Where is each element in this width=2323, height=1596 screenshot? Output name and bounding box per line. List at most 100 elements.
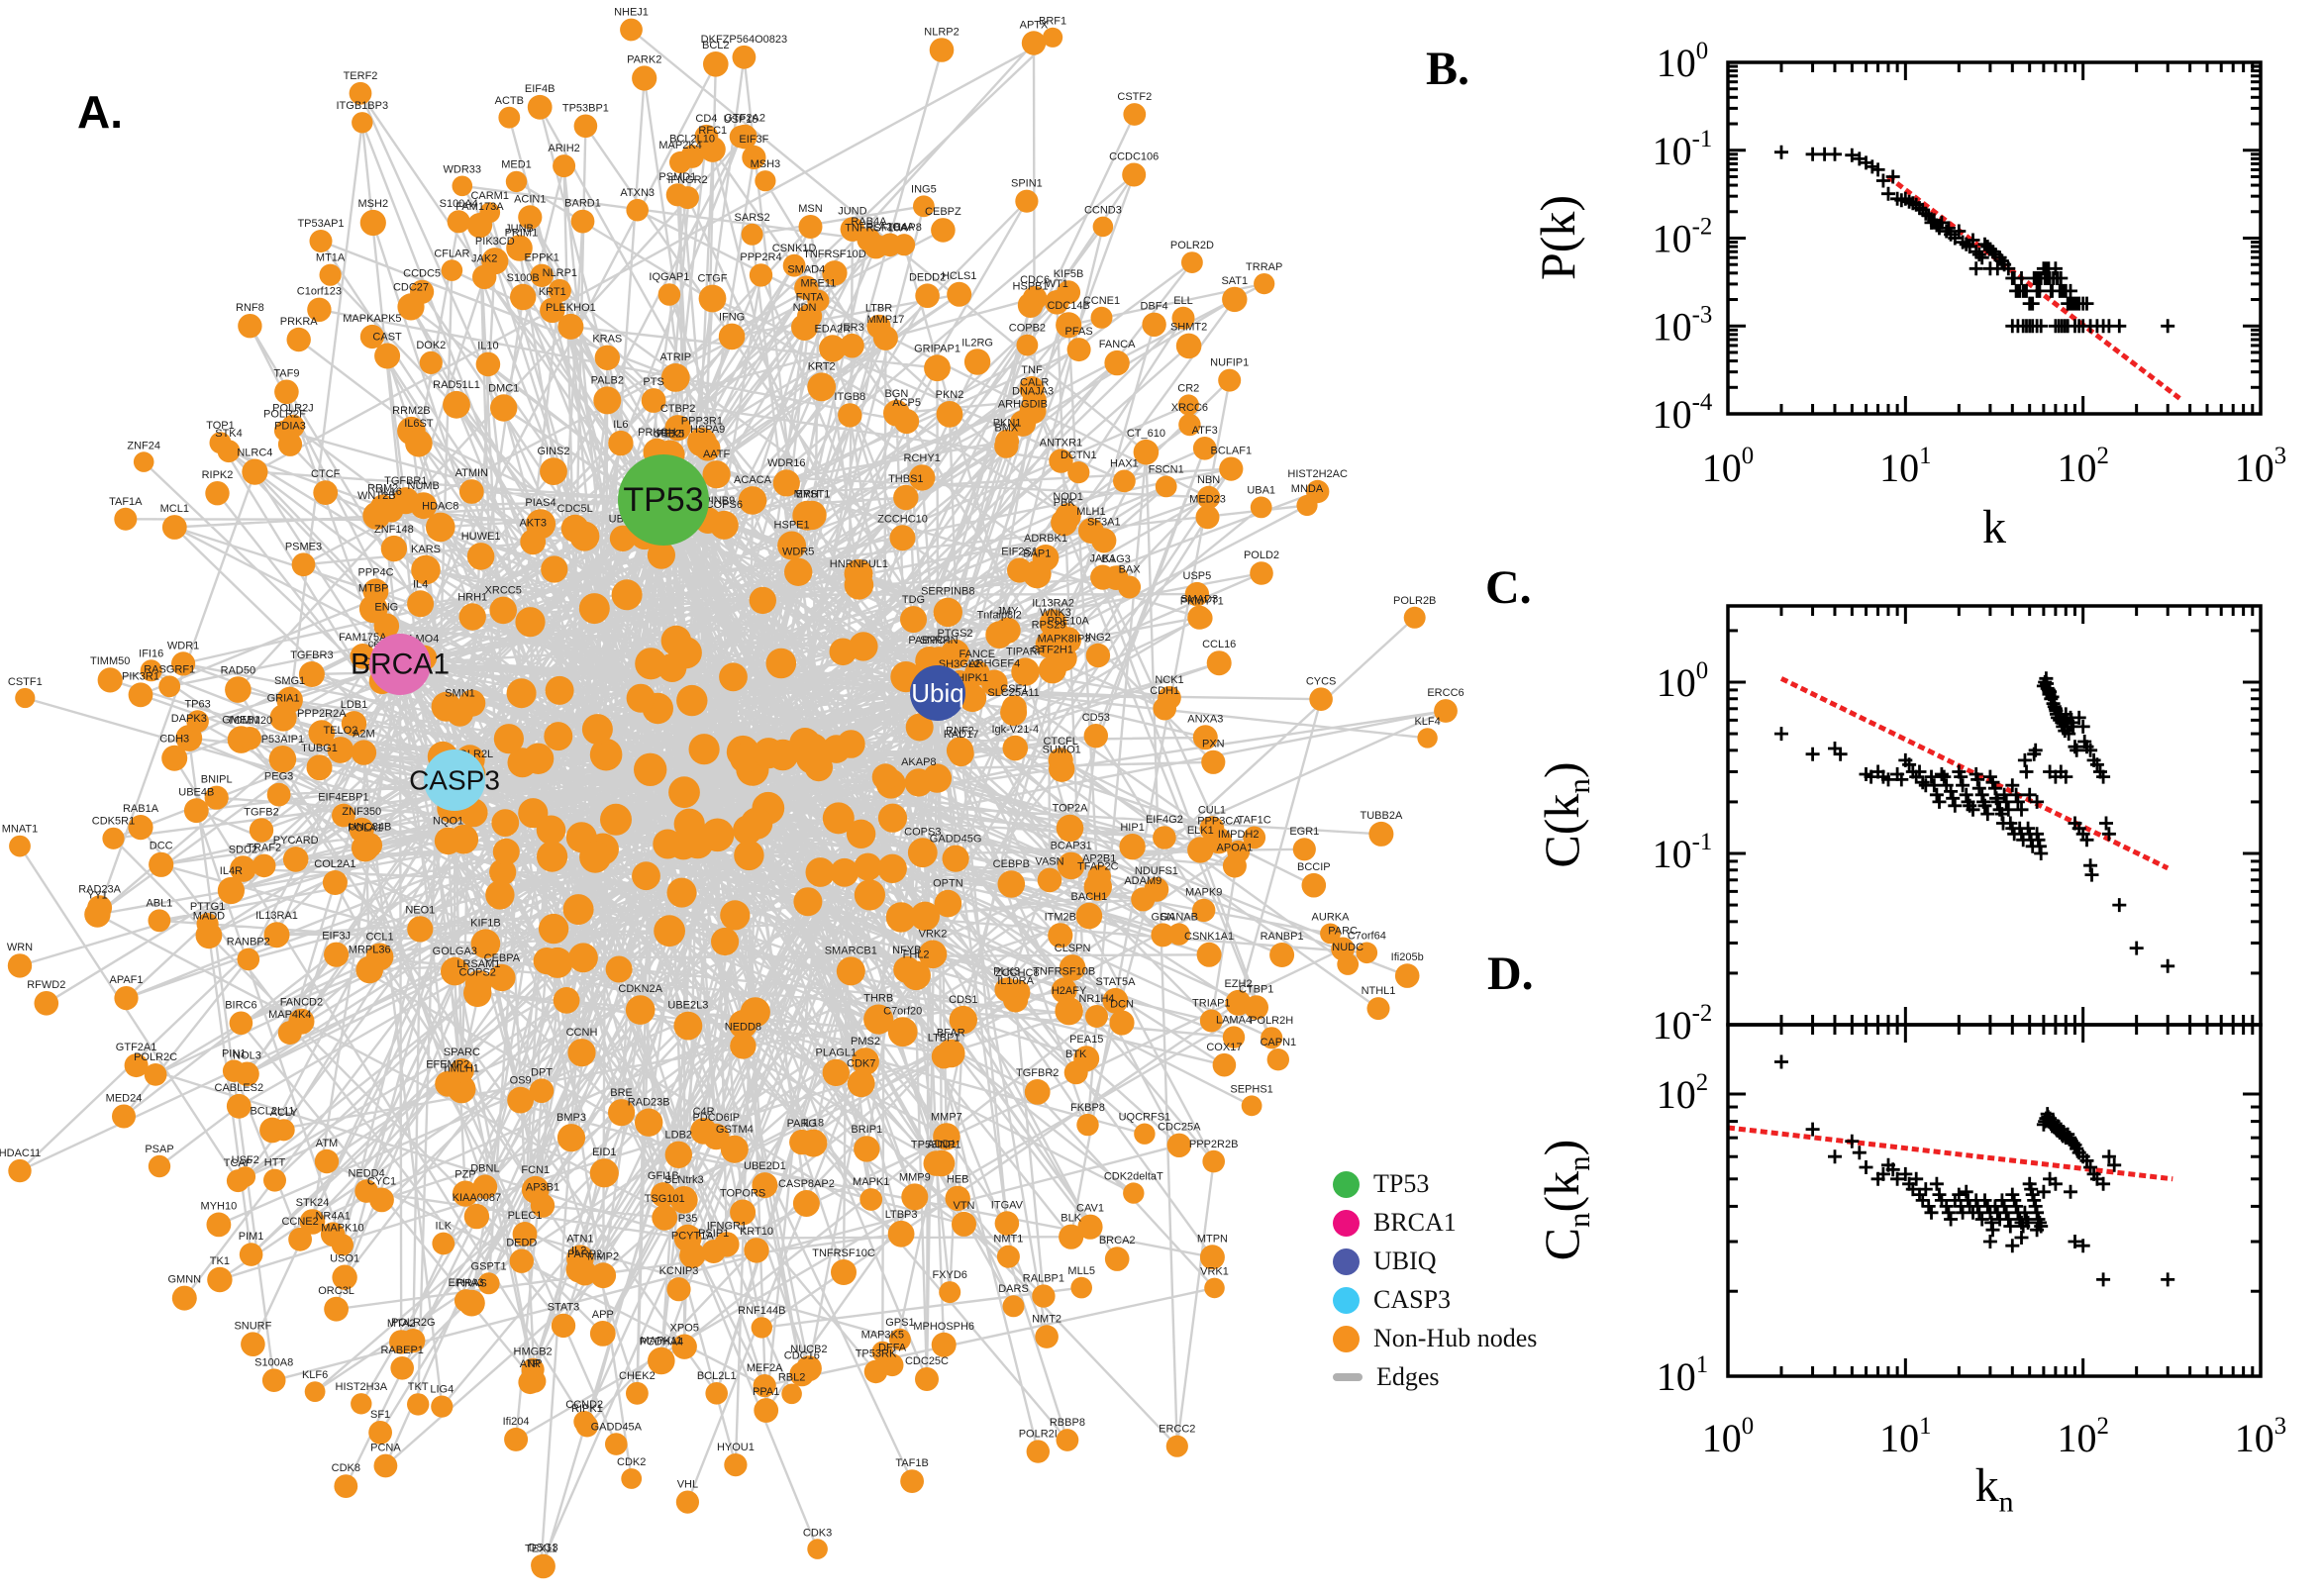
svg-text:CDK7: CDK7: [847, 1057, 875, 1069]
svg-text:MSH3: MSH3: [751, 158, 781, 170]
svg-text:10-1: 10-1: [1653, 126, 1713, 173]
svg-text:Ifi205b: Ifi205b: [1391, 951, 1424, 963]
svg-text:MAPK9: MAPK9: [1185, 887, 1222, 899]
svg-text:ZCCHC8: ZCCHC8: [995, 967, 1040, 979]
svg-text:BAP1: BAP1: [1023, 549, 1051, 560]
svg-text:PPP2R2B: PPP2R2B: [1189, 1139, 1239, 1150]
svg-text:FKBP8: FKBP8: [1070, 1102, 1105, 1114]
svg-text:PARK2: PARK2: [627, 53, 661, 65]
svg-text:101: 101: [1879, 1413, 1931, 1460]
svg-text:TNFRSF10A: TNFRSF10A: [845, 223, 908, 235]
svg-text:TIMM50: TIMM50: [90, 655, 130, 667]
svg-text:P53AIP1: P53AIP1: [261, 734, 304, 746]
svg-text:TAF1B: TAF1B: [895, 1457, 928, 1469]
svg-text:HIST2H2AC: HIST2H2AC: [1287, 468, 1348, 480]
svg-text:EIF4G2: EIF4G2: [1146, 814, 1183, 826]
svg-text:MAP2K4: MAP2K4: [658, 140, 701, 151]
svg-text:CDC6: CDC6: [1020, 274, 1050, 286]
svg-text:IL6: IL6: [613, 419, 628, 431]
svg-text:PDIA3: PDIA3: [274, 421, 306, 433]
svg-text:CHEK2: CHEK2: [619, 1370, 656, 1382]
svg-text:HSPE1: HSPE1: [774, 520, 810, 532]
svg-text:SH3GL2: SH3GL2: [939, 658, 980, 670]
svg-text:TP53AP1: TP53AP1: [297, 218, 344, 230]
svg-text:MTA2: MTA2: [387, 1318, 416, 1330]
svg-text:IFI16: IFI16: [139, 648, 163, 659]
svg-text:CLSPN: CLSPN: [1055, 943, 1091, 954]
svg-text:BCL2L10: BCL2L10: [669, 133, 715, 145]
svg-text:TP63: TP63: [184, 698, 210, 710]
svg-text:IQGAP1: IQGAP1: [649, 271, 689, 283]
svg-text:IFNGR1: IFNGR1: [707, 1220, 747, 1232]
tp53-hub-swatch-icon: [1333, 1170, 1360, 1198]
hub-ubiq: Ubiq: [910, 665, 965, 721]
svg-text:MCL1: MCL1: [160, 503, 189, 515]
svg-text:BFAR: BFAR: [937, 1028, 965, 1040]
svg-text:COL2A1: COL2A1: [314, 858, 355, 870]
svg-text:HCLS1: HCLS1: [942, 270, 976, 282]
svg-text:HSPA9: HSPA9: [690, 424, 725, 436]
svg-text:CCDC5: CCDC5: [403, 268, 441, 280]
svg-text:POLR2J: POLR2J: [272, 403, 314, 415]
svg-text:10-2: 10-2: [1653, 1000, 1713, 1047]
svg-text:AP3B1: AP3B1: [526, 1181, 559, 1193]
svg-text:POLR2H: POLR2H: [1250, 1015, 1293, 1027]
svg-text:NUDC: NUDC: [1332, 942, 1364, 953]
svg-text:PIM1: PIM1: [239, 1231, 264, 1243]
svg-text:PLEC1: PLEC1: [508, 1210, 543, 1222]
svg-text:IFNG: IFNG: [719, 312, 745, 324]
svg-text:PTTG1: PTTG1: [190, 901, 225, 913]
svg-text:NUFIP1: NUFIP1: [1210, 357, 1249, 369]
svg-text:P35: P35: [678, 1213, 698, 1225]
svg-text:FCN1: FCN1: [521, 1164, 550, 1176]
svg-text:LTBP1: LTBP1: [928, 1033, 960, 1045]
svg-text:TFAP2C: TFAP2C: [1077, 861, 1119, 873]
svg-text:FANCD2: FANCD2: [280, 997, 323, 1009]
legend-item-tp53: TP53: [1333, 1168, 1537, 1200]
svg-text:GOLGA3: GOLGA3: [433, 946, 477, 957]
svg-text:CFLAR: CFLAR: [434, 248, 469, 259]
svg-text:TOMM20: TOMM20: [227, 715, 272, 727]
svg-text:10-4: 10-4: [1653, 389, 1713, 437]
svg-text:NEO1: NEO1: [405, 904, 435, 916]
svg-text:SAT1: SAT1: [1221, 275, 1248, 287]
svg-text:HTT: HTT: [264, 1157, 286, 1169]
svg-text:GPS1: GPS1: [885, 1317, 914, 1329]
svg-text:TRRAP: TRRAP: [1246, 261, 1282, 273]
svg-text:POLR2D: POLR2D: [1170, 240, 1214, 251]
svg-text:EID1: EID1: [592, 1147, 616, 1158]
svg-text:VASN: VASN: [1035, 856, 1063, 868]
svg-text:RCHY1: RCHY1: [904, 452, 941, 464]
svg-text:MMP9: MMP9: [899, 1171, 931, 1183]
svg-text:SPIN1: SPIN1: [1011, 178, 1043, 190]
svg-text:AATF: AATF: [703, 449, 731, 460]
svg-text:C7orf64: C7orf64: [1348, 931, 1386, 943]
svg-text:MAPKAPK5: MAPKAPK5: [343, 313, 401, 325]
svg-text:GMEB1: GMEB1: [222, 714, 260, 726]
svg-text:LDB1: LDB1: [341, 699, 368, 711]
svg-text:RAB4A: RAB4A: [851, 216, 887, 228]
svg-text:ADAM9: ADAM9: [1124, 875, 1162, 887]
svg-text:TAF1A: TAF1A: [109, 496, 143, 508]
svg-text:RIPK2: RIPK2: [202, 469, 234, 481]
svg-text:KRAS: KRAS: [592, 334, 622, 346]
svg-text:103: 103: [2235, 443, 2286, 490]
svg-text:RAD51L1: RAD51L1: [433, 379, 480, 391]
svg-text:NCK1: NCK1: [1155, 674, 1183, 686]
svg-text:BTK: BTK: [1065, 1048, 1087, 1060]
svg-text:COX17: COX17: [1206, 1042, 1242, 1053]
svg-text:RASGRF1: RASGRF1: [144, 663, 195, 675]
svg-text:TNF: TNF: [1021, 364, 1043, 376]
svg-text:JAK1: JAK1: [1090, 553, 1116, 565]
legend-label: CASP3: [1373, 1285, 1452, 1314]
svg-text:JAK2: JAK2: [471, 253, 497, 265]
svg-text:RAD23B: RAD23B: [628, 1097, 670, 1109]
svg-text:101: 101: [1657, 1351, 1708, 1399]
svg-text:CCNH: CCNH: [566, 1027, 598, 1039]
svg-text:SMG1: SMG1: [274, 675, 305, 687]
svg-text:10-1: 10-1: [1653, 829, 1713, 876]
svg-text:HSPB1: HSPB1: [1013, 280, 1049, 292]
svg-text:UBE4B: UBE4B: [178, 786, 214, 798]
svg-text:SF1: SF1: [370, 1409, 390, 1421]
svg-text:STK4: STK4: [215, 428, 243, 440]
